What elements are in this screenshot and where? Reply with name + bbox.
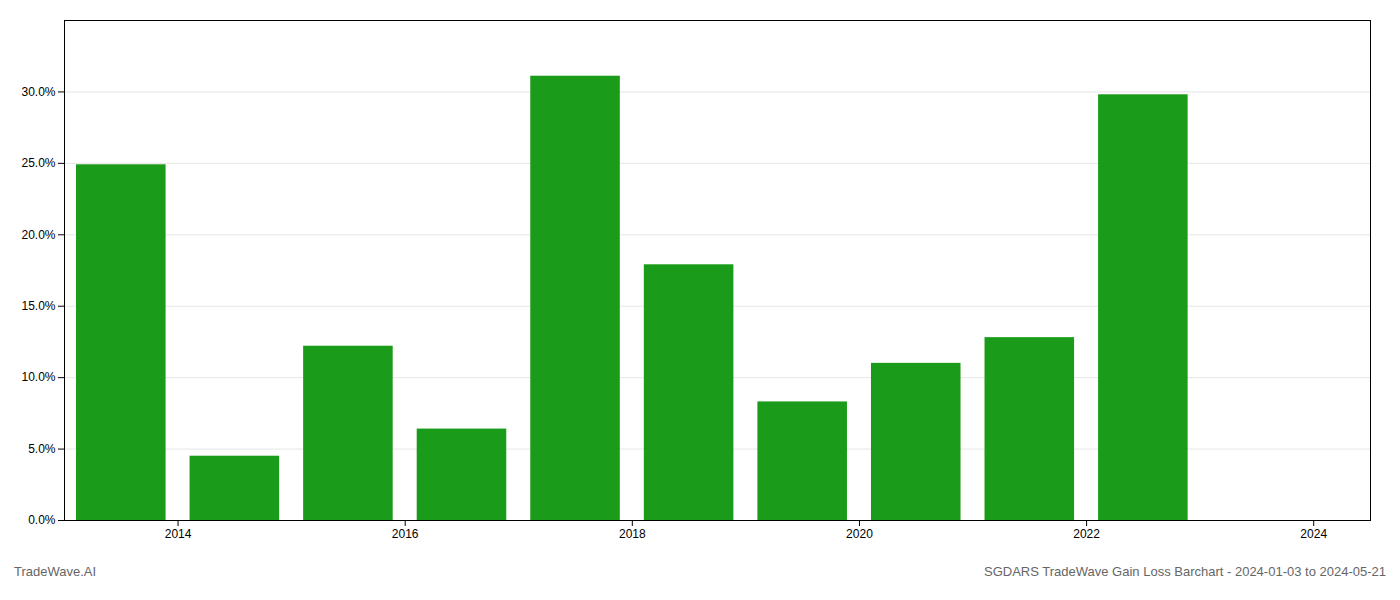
svg-text:20.0%: 20.0%	[21, 228, 55, 242]
svg-text:25.0%: 25.0%	[21, 156, 55, 170]
svg-text:2020: 2020	[846, 527, 873, 541]
svg-text:2024: 2024	[1300, 527, 1327, 541]
svg-text:2014: 2014	[165, 527, 192, 541]
svg-text:2022: 2022	[1073, 527, 1100, 541]
svg-text:30.0%: 30.0%	[21, 85, 55, 99]
svg-text:2018: 2018	[619, 527, 646, 541]
svg-text:2016: 2016	[392, 527, 419, 541]
svg-text:10.0%: 10.0%	[21, 370, 55, 384]
html-text:TradeWave.AI: TradeWave.AI	[14, 564, 97, 579]
svg-text:5.0%: 5.0%	[28, 442, 56, 456]
svg-text:15.0%: 15.0%	[21, 299, 55, 313]
html-text:SGDARS TradeWave Gain Loss Bar: SGDARS TradeWave Gain Loss Barchart - 20…	[984, 564, 1386, 579]
svg-text:0.0%: 0.0%	[28, 513, 56, 527]
